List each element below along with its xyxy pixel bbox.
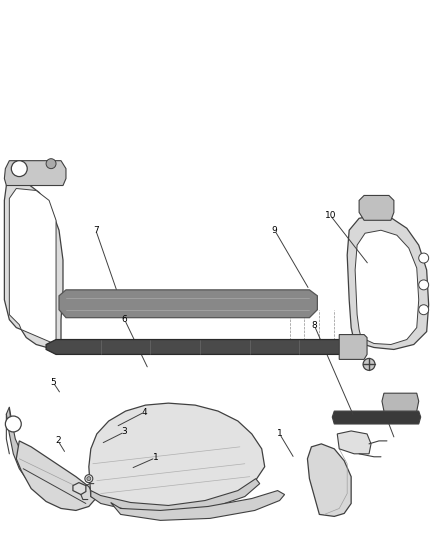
Polygon shape [347, 215, 429, 350]
Polygon shape [337, 431, 371, 454]
Polygon shape [359, 196, 394, 220]
Text: 6: 6 [122, 315, 127, 324]
Circle shape [5, 416, 21, 432]
Polygon shape [91, 479, 260, 513]
Text: 8: 8 [311, 321, 317, 330]
Text: 2: 2 [55, 437, 61, 446]
Text: 5: 5 [50, 378, 56, 387]
Polygon shape [332, 411, 421, 424]
Circle shape [11, 160, 27, 176]
Circle shape [85, 475, 93, 482]
Polygon shape [339, 335, 367, 359]
Circle shape [46, 159, 56, 168]
Polygon shape [9, 189, 56, 344]
Circle shape [419, 305, 429, 314]
Polygon shape [59, 290, 318, 318]
Polygon shape [89, 403, 265, 511]
Polygon shape [7, 407, 31, 482]
Polygon shape [111, 490, 285, 520]
Polygon shape [46, 335, 351, 354]
Text: 3: 3 [122, 427, 127, 437]
Text: 4: 4 [141, 408, 147, 417]
Polygon shape [382, 393, 419, 411]
Text: 9: 9 [272, 226, 278, 235]
Polygon shape [355, 230, 419, 344]
Polygon shape [73, 482, 86, 495]
Polygon shape [307, 444, 351, 516]
Polygon shape [4, 160, 66, 185]
Circle shape [363, 358, 375, 370]
Text: 7: 7 [93, 226, 99, 235]
Text: 1: 1 [152, 453, 158, 462]
Circle shape [87, 477, 91, 481]
Circle shape [419, 280, 429, 290]
Polygon shape [16, 441, 96, 511]
Text: 1: 1 [277, 430, 283, 439]
Polygon shape [4, 181, 63, 351]
Text: 10: 10 [325, 211, 336, 220]
Circle shape [419, 253, 429, 263]
